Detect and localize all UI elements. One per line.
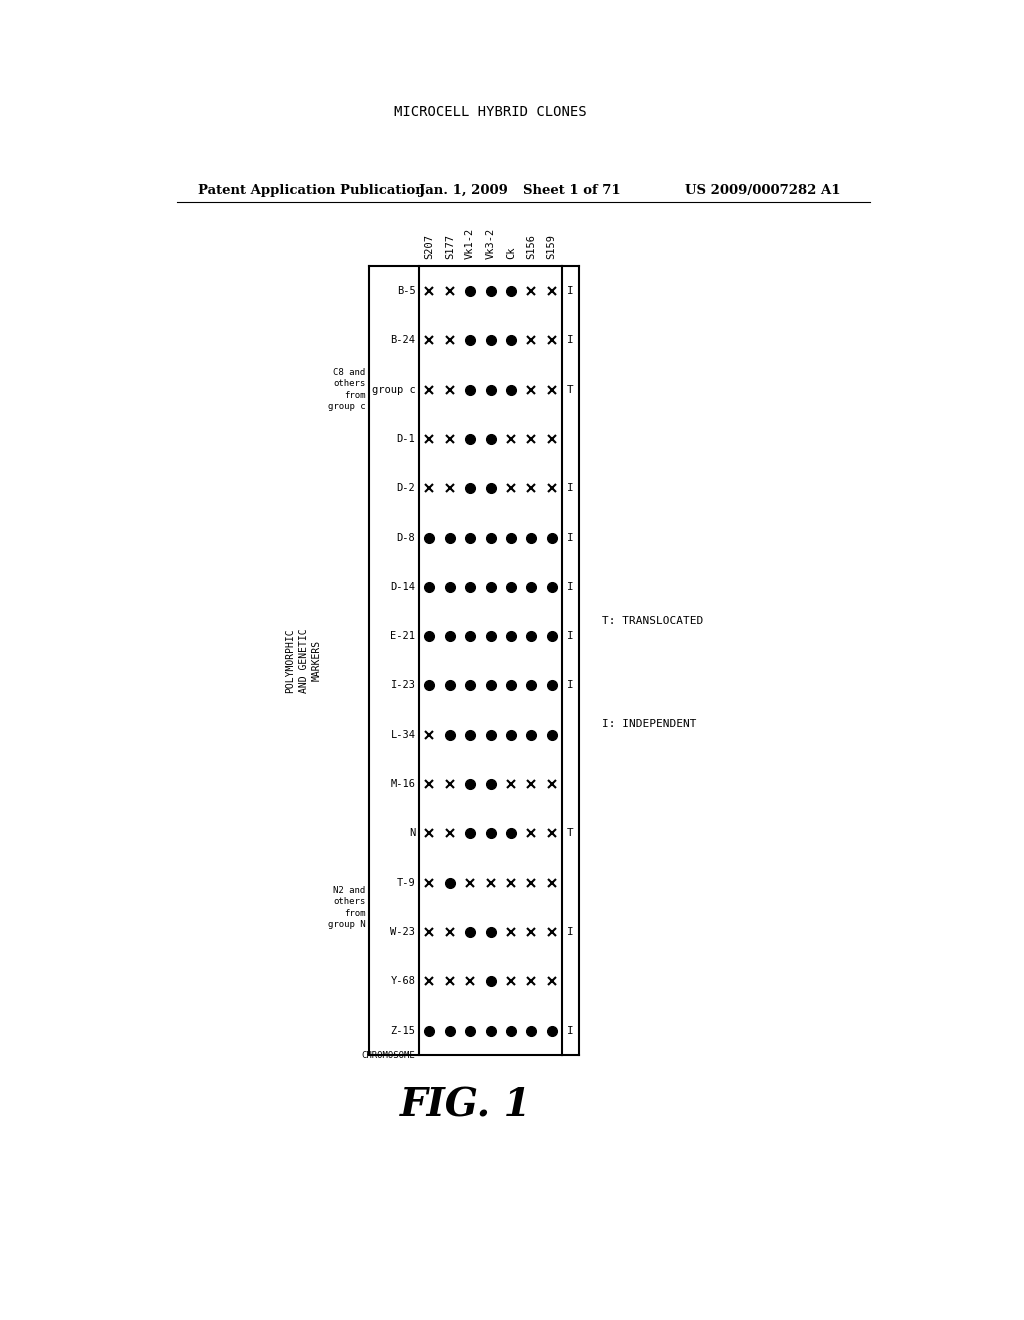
Text: I: I (567, 927, 573, 937)
Text: T: TRANSLOCATED: T: TRANSLOCATED (602, 616, 703, 627)
Text: MICROCELL HYBRID CLONES: MICROCELL HYBRID CLONES (394, 106, 587, 119)
Text: CHROMOSOME: CHROMOSOME (361, 1051, 416, 1060)
Text: B-5: B-5 (396, 286, 416, 296)
Text: W-23: W-23 (390, 927, 416, 937)
Text: D-8: D-8 (396, 532, 416, 543)
Text: C8 and
others
from
group c: C8 and others from group c (328, 368, 366, 411)
Text: N: N (410, 829, 416, 838)
Text: I: I (567, 286, 573, 296)
Text: M-16: M-16 (390, 779, 416, 789)
Text: I: I (567, 631, 573, 642)
Text: I-23: I-23 (390, 681, 416, 690)
Text: I: I (567, 335, 573, 346)
Text: S159: S159 (547, 234, 557, 259)
Text: Patent Application Publication: Patent Application Publication (199, 185, 425, 197)
Text: T: T (567, 384, 573, 395)
Text: Jan. 1, 2009: Jan. 1, 2009 (419, 185, 508, 197)
Text: D-14: D-14 (390, 582, 416, 591)
Text: D-2: D-2 (396, 483, 416, 494)
Text: T: T (567, 829, 573, 838)
Text: Ck: Ck (506, 246, 516, 259)
Text: group c: group c (372, 384, 416, 395)
Text: Z-15: Z-15 (390, 1026, 416, 1036)
Text: Sheet 1 of 71: Sheet 1 of 71 (523, 185, 621, 197)
Text: I: I (567, 582, 573, 591)
Text: US 2009/0007282 A1: US 2009/0007282 A1 (685, 185, 841, 197)
Text: POLYMORPHIC
AND GENETIC
MARKERS: POLYMORPHIC AND GENETIC MARKERS (286, 628, 322, 693)
Text: B-24: B-24 (390, 335, 416, 346)
Text: N2 and
others
from
group N: N2 and others from group N (328, 886, 366, 928)
Text: E-21: E-21 (390, 631, 416, 642)
Text: T-9: T-9 (396, 878, 416, 888)
Text: I: I (567, 483, 573, 494)
Text: L-34: L-34 (390, 730, 416, 739)
Text: Y-68: Y-68 (390, 977, 416, 986)
Text: S177: S177 (444, 234, 455, 259)
Text: S156: S156 (526, 234, 537, 259)
Text: I: I (567, 532, 573, 543)
Text: FIG. 1: FIG. 1 (400, 1086, 531, 1125)
Text: D-1: D-1 (396, 434, 416, 444)
Text: S207: S207 (425, 234, 434, 259)
Text: Vk1-2: Vk1-2 (465, 227, 475, 259)
Text: I: INDEPENDENT: I: INDEPENDENT (602, 719, 696, 729)
Text: Vk3-2: Vk3-2 (485, 227, 496, 259)
Text: I: I (567, 681, 573, 690)
Text: I: I (567, 1026, 573, 1036)
